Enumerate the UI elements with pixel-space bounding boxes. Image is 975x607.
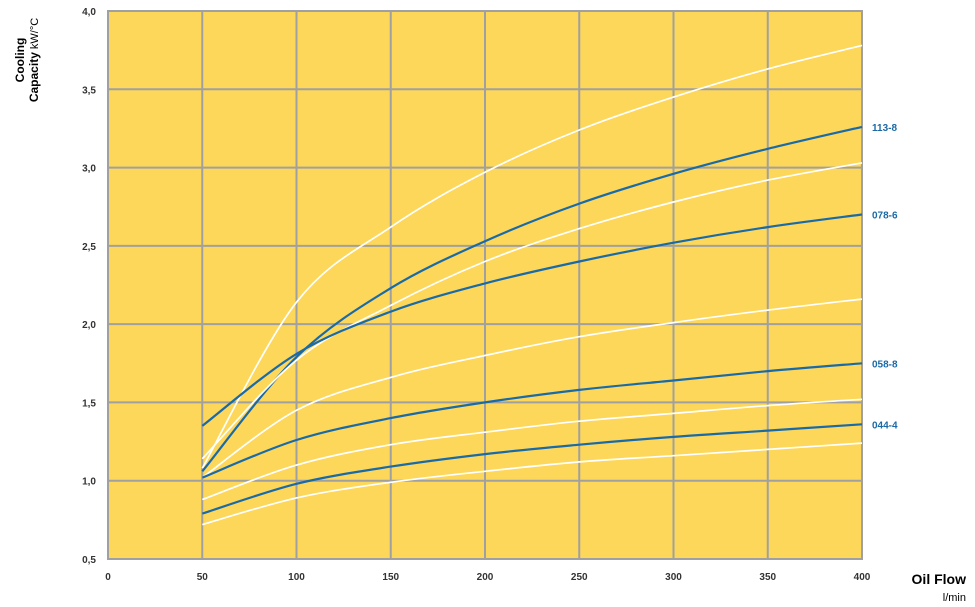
series-label-056-8: 056-8 — [872, 395, 898, 406]
y-tick-label: 2,0 — [82, 320, 96, 331]
series-line-113-6 — [201, 44, 863, 469]
series-lines — [201, 44, 863, 526]
y-tick-label: 0,5 — [82, 555, 96, 566]
series-labels: 113-6 113-8 112-8 078-6 076-6 058-8 056-8 044-4… — [872, 41, 898, 450]
series-label-078-6: 078-6 — [872, 211, 898, 222]
x-tick-label: 0 — [105, 572, 111, 583]
y-tick-label: 4,0 — [82, 7, 96, 18]
x-axis-unit: l/min — [943, 592, 966, 604]
x-axis-title: Oil Flow — [912, 571, 967, 587]
y-axis-title: Cooling Capacity kW/°C — [13, 18, 41, 102]
series-line-058-8 — [201, 362, 863, 479]
x-tick-label: 350 — [759, 572, 776, 583]
x-tick-labels: 0 50 100 150 200 250 300 350 400 — [105, 572, 871, 583]
x-tick-label: 300 — [665, 572, 682, 583]
x-tick-label: 100 — [288, 572, 305, 583]
series-label-044-4: 044-4 — [872, 420, 898, 431]
series-label-033-4: 033-4 — [872, 439, 898, 450]
series-line-113-8 — [201, 125, 863, 473]
x-tick-label: 400 — [854, 572, 871, 583]
y-axis-title-word: Capacity — [27, 52, 41, 102]
series-label-112-8: 112-8 — [872, 159, 897, 170]
y-tick-labels: 0,5 1,0 1,5 2,0 2,5 3,0 3,5 4,0 — [82, 7, 96, 566]
y-axis-unit: kW/°C — [29, 18, 41, 49]
y-tick-label: 1,0 — [82, 477, 96, 488]
series-label-058-8: 058-8 — [872, 359, 898, 370]
y-tick-label: 3,5 — [82, 85, 96, 96]
series-line-044-4 — [201, 423, 863, 515]
y-axis-title-line2: Capacity kW/°C — [27, 18, 41, 102]
series-line-033-4 — [202, 442, 863, 526]
y-tick-label: 1,5 — [82, 398, 96, 409]
x-tick-label: 150 — [382, 572, 399, 583]
x-tick-label: 200 — [477, 572, 494, 583]
series-line-112-8 — [201, 162, 863, 460]
x-tick-label: 250 — [571, 572, 588, 583]
series-line-056-8 — [202, 398, 863, 501]
y-tick-label: 3,0 — [82, 164, 96, 175]
x-tick-label: 50 — [197, 572, 209, 583]
series-label-113-6: 113-6 — [872, 41, 897, 52]
series-label-076-6: 076-6 — [872, 295, 898, 306]
series-line-076-6 — [201, 298, 863, 479]
series-line-078-6 — [201, 213, 863, 427]
y-tick-label: 2,5 — [82, 242, 96, 253]
y-axis-title-line1: Cooling — [13, 38, 27, 83]
series-label-113-8: 113-8 — [872, 123, 897, 134]
